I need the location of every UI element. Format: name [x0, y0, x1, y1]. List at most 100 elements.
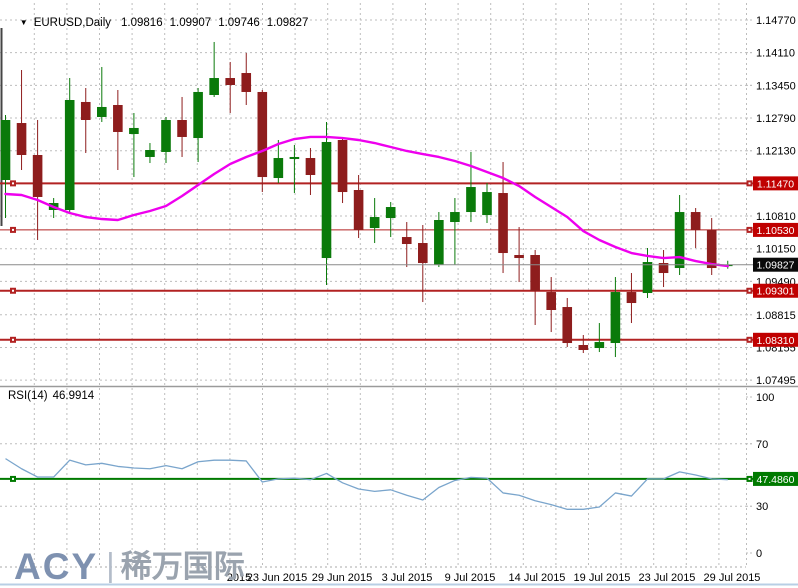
date-label: 9 Jul 2015 — [445, 572, 496, 584]
current-price-badge — [753, 257, 798, 272]
level-price-badge — [753, 176, 798, 191]
date-label: 23 Jun 2015 — [247, 572, 308, 584]
candle-body — [401, 237, 412, 245]
axis-tick-label: 1.12790 — [756, 113, 796, 125]
candle-body — [546, 292, 556, 311]
candle-body — [225, 78, 235, 86]
candle-body — [706, 230, 717, 269]
rsi-value: 46.9914 — [52, 390, 95, 402]
candle-body — [466, 187, 476, 213]
candle-body — [450, 212, 460, 223]
level-price-badge-text: 1.11470 — [757, 178, 794, 190]
line-handle-dot — [12, 228, 14, 231]
level-price-badge-text: 1.08310 — [757, 335, 795, 347]
level-price-badge-text: 1.09301 — [757, 286, 795, 298]
axis-tick-label: 70 — [756, 439, 768, 451]
candle-body — [289, 156, 300, 160]
axis-tick-label: 1.14110 — [756, 48, 795, 60]
candle-body — [145, 150, 155, 157]
candle-body — [161, 120, 171, 152]
candle-body — [0, 120, 11, 181]
axis-tick-label: 30 — [756, 501, 768, 513]
axis-tick-label: 1.12130 — [756, 146, 796, 158]
candle-body — [578, 345, 589, 351]
candle-body — [177, 120, 187, 137]
line-handle-dot — [748, 338, 751, 341]
candle-body — [482, 192, 492, 216]
rsi-indicator-label: RSI(14) 46.9914 — [8, 390, 94, 402]
candle-body — [690, 212, 701, 231]
candle-body — [321, 141, 332, 259]
candle-body — [97, 106, 107, 117]
axis-tick-label: 1.08815 — [756, 310, 796, 322]
line-handle-dot — [748, 289, 751, 292]
candle-body — [385, 207, 396, 219]
acy-logo-text: ACY — [14, 546, 99, 587]
candle-body — [129, 127, 139, 135]
date-label: 29 Jul 2015 — [704, 572, 761, 584]
candle-body — [418, 243, 428, 264]
rsi-level-badge — [753, 471, 798, 486]
rsi-line — [5, 458, 728, 510]
axis-tick-label: 1.10810 — [756, 211, 796, 223]
date-label: 23 Jul 2015 — [639, 572, 696, 584]
axis-tick-label: 0 — [756, 548, 762, 560]
moving-average-line — [4, 135, 729, 268]
ohlc-open-value: 1.09816 — [121, 17, 163, 29]
candle-body — [658, 263, 669, 274]
date-label: 3 Jul 2015 — [382, 572, 433, 584]
level-price-badge — [753, 332, 798, 347]
axis-tick-label: 100 — [756, 392, 774, 404]
candle-body — [610, 292, 621, 344]
candle-body — [434, 220, 444, 266]
rsi-name: RSI(14) — [8, 390, 48, 402]
candle-body — [209, 78, 219, 96]
candle-body — [273, 158, 284, 179]
candle-body — [32, 155, 43, 197]
date-label: 2015 — [227, 572, 251, 584]
line-handle-dot — [748, 477, 751, 480]
candle-body — [642, 262, 653, 294]
candle-body — [80, 101, 91, 121]
ohlc-low-value: 1.09746 — [218, 17, 260, 29]
ohlc-close-value: 1.09827 — [266, 17, 309, 29]
chart-title: ▼ EURUSD,Daily 1.09816 1.09907 1.09746 1.0982… — [7, 5, 315, 41]
chevron-down-icon[interactable]: ▼ — [19, 18, 28, 27]
level-price-badge — [753, 283, 798, 298]
ohlc-high-value: 1.09907 — [169, 17, 212, 29]
candle-body — [530, 255, 540, 291]
line-handle-dot — [12, 338, 14, 341]
rsi-level-badge-text: 47.4860 — [757, 474, 795, 486]
axis-tick-label: 1.07495 — [756, 375, 796, 387]
axis-tick-label: 1.13450 — [756, 80, 796, 92]
date-label: 29 Jun 2015 — [312, 572, 373, 584]
candle-body — [64, 100, 75, 211]
candle-body — [369, 217, 380, 229]
watermark-chinese-name: 稀万国际 — [120, 549, 245, 584]
current-price-badge-text: 1.09827 — [757, 260, 795, 272]
symbol-period-label: EURUSD,Daily — [33, 17, 112, 29]
line-handle-dot — [748, 228, 751, 231]
date-label: 14 Jul 2015 — [509, 572, 566, 584]
acy-watermark: ACY | 稀万国际 — [14, 541, 245, 588]
line-handle-dot — [12, 477, 14, 480]
candle-body — [16, 123, 27, 156]
candle-body — [113, 105, 123, 132]
line-handle-dot — [12, 289, 14, 292]
level-price-badge-text: 1.10530 — [757, 225, 795, 237]
watermark-divider: | — [106, 546, 115, 583]
level-price-badge — [753, 222, 798, 237]
line-handle-dot — [12, 182, 14, 185]
candle-body — [353, 190, 364, 231]
candle-body — [674, 212, 685, 269]
line-handle-dot — [748, 182, 751, 185]
candle-body — [337, 140, 348, 193]
date-label: 19 Jul 2015 — [574, 572, 631, 584]
axis-tick-label: 1.10150 — [756, 244, 796, 256]
candle-body — [498, 193, 508, 254]
candle-body — [305, 158, 316, 176]
axis-tick-label: 1.14770 — [756, 15, 796, 27]
